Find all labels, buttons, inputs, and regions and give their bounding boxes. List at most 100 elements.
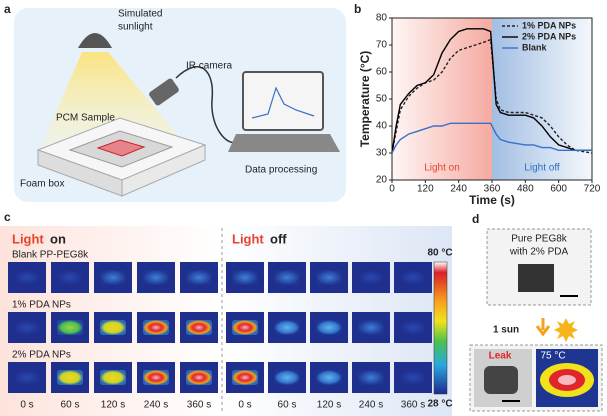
panel-label: c [4,210,11,224]
y-tick-label: 40 [376,121,388,132]
thermal-sample [274,370,300,385]
thermal-sample [358,270,384,285]
thermal-grid: Blank PP-PEG8k 1% PDA NPs 2% PDA NPs 0 s 60 … [8,250,432,411]
colorbar-label: 80 °C [427,248,452,259]
series-line [391,122,592,154]
sample-photo [518,264,554,292]
x-tick-label: 600 [550,184,567,195]
thermal-sample [274,320,300,335]
time-label: 240 s [359,400,383,411]
time-label: 0 s [20,400,33,411]
panel-label: a [4,2,11,16]
time-label: 360 s [401,400,425,411]
thermal-sample [400,320,426,335]
foam-box-front [121,144,206,197]
thermal-sample [186,370,212,385]
thermal-sample [186,270,212,285]
series-line [391,38,593,154]
time-label: 360 s [187,400,211,411]
leaked-sample [484,366,518,394]
thermal-sample [316,320,342,335]
thermal-sample [232,370,258,385]
screen-plot [251,86,315,119]
region-label: Light off [524,163,560,174]
light-cone [40,52,190,150]
thermal-sample [400,270,426,285]
y-tick-label: 80 [376,13,388,24]
label: 75 °C [540,351,565,362]
header: off [270,231,287,246]
label: IR camera [186,61,233,72]
time-label: 60 s [61,400,80,411]
time-label: 120 s [101,400,125,411]
region-label: Light on [424,163,460,174]
legend-label: Blank [522,42,548,52]
thermal-sample [400,370,426,385]
x-tick-label: 0 [389,184,395,195]
header: on [50,231,66,246]
label: Data processing [245,165,317,176]
time-label: 60 s [278,400,297,411]
x-tick-label: 120 [417,184,434,195]
pcm-sample [96,139,146,157]
thermal-sample [57,270,83,285]
x-tick-label: 720 [584,184,601,195]
y-tick-label: 50 [376,94,388,105]
plot-frame [391,17,593,181]
sun [554,318,578,342]
panel-label: b [354,2,361,16]
thermal-sample [358,320,384,335]
thermal-sample [358,370,384,385]
label: sunlight [118,22,153,33]
legend-label: 2% PDA NPs [522,31,576,41]
thermal-sample [57,370,83,385]
ir-camera [149,78,179,106]
thermal-sample [232,320,258,335]
arrow [535,318,551,337]
y-tick-label: 30 [376,148,388,159]
row-label: 2% PDA NPs [12,350,71,361]
thermal-sample [57,320,83,335]
label: Foam box [20,179,64,190]
thermal-sample [143,270,169,285]
region [492,18,592,180]
legend-label: 1% PDA NPs [522,20,576,30]
x-axis-label: Time (s) [469,193,515,207]
y-tick-label: 70 [376,40,388,51]
header-highlight: Light [232,231,264,246]
thermal-sample [143,320,169,335]
thermal-sample [14,320,40,335]
thermal-sample [100,320,126,335]
label: Pure PEG8k [511,234,568,245]
lamp [78,33,112,48]
thermal-sample [316,370,342,385]
thermal-sample [100,370,126,385]
row-label: Blank PP-PEG8k [12,250,89,261]
label: Simulated [118,9,162,20]
chart: Light on Light off 20 30 40 50 60 70 80 0 120 240 36… [358,13,601,208]
thermal-sample [274,270,300,285]
y-axis-label: Temperature (°C) [358,51,372,148]
thermal-sample [143,370,169,385]
laptop-keyboard [228,134,340,152]
label: PCM Sample [56,113,115,124]
time-label: 0 s [238,400,251,411]
thermal-center [558,375,576,385]
y-tick-label: 20 [376,175,388,186]
thermal-sample [186,320,212,335]
x-tick-label: 480 [517,184,534,195]
colorbar-label: 28 °C [427,399,452,410]
thermal-sample [100,270,126,285]
header-highlight: Light [12,231,44,246]
x-tick-label: 240 [450,184,467,195]
time-label: 120 s [317,400,341,411]
thermal-sample [14,270,40,285]
label: Leak [489,351,512,362]
series-line [391,28,592,154]
panel-label: d [472,212,479,226]
y-tick-label: 60 [376,67,388,78]
label: 1 sun [493,325,519,336]
thermal-sample [232,270,258,285]
x-tick-label: 360 [484,184,501,195]
